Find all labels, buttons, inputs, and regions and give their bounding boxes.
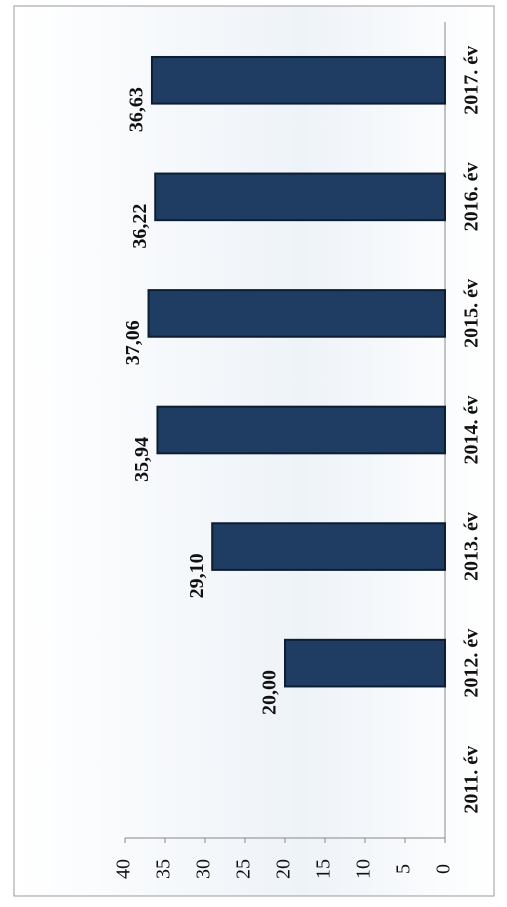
y-tick-label: 15	[313, 859, 335, 879]
x-tick-label: 2015. év	[461, 279, 483, 348]
x-tick-label: 2014. év	[461, 396, 483, 465]
y-tick-label: 40	[113, 859, 135, 879]
y-tick-label: 5	[393, 864, 415, 874]
data-label: 36,63	[126, 87, 148, 132]
y-tick-label: 25	[233, 859, 255, 879]
data-label: 29,10	[186, 553, 208, 598]
x-tick-label: 2016. év	[461, 162, 483, 231]
y-tick-label: 20	[273, 859, 295, 879]
bar	[154, 172, 447, 222]
x-tick-label: 2011. év	[461, 746, 483, 814]
x-tick-label: 2013. év	[461, 512, 483, 581]
bar	[147, 289, 447, 338]
bar	[156, 405, 446, 455]
y-tick-label: 30	[193, 859, 215, 879]
x-tick-label: 2017. év	[461, 46, 483, 115]
bar	[150, 55, 447, 105]
data-label: 20,00	[259, 670, 281, 715]
data-label: 37,06	[122, 320, 144, 365]
y-tick-label: 0	[433, 864, 455, 874]
x-tick-label: 2012. év	[461, 629, 483, 698]
bar	[211, 522, 446, 571]
data-label: 35,94	[131, 437, 153, 482]
data-label: 36,22	[129, 204, 151, 249]
y-tick-label: 35	[153, 859, 175, 879]
y-tick-label: 10	[353, 859, 375, 879]
plot-area: 0 5 10 15 20 25 30 35 40 2011. év 2012. év 20,00 201…	[113, 22, 483, 879]
bar	[284, 638, 446, 688]
